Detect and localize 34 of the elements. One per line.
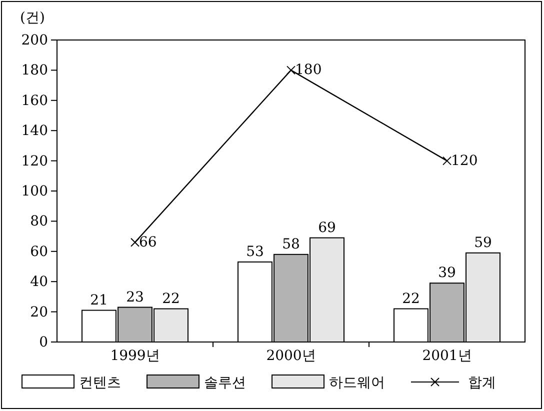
y-axis-title: (건) <box>20 10 45 26</box>
point <box>130 238 140 247</box>
point <box>286 66 296 75</box>
data-label: 120 <box>451 152 478 169</box>
x-tick-label: 1999년 <box>110 348 160 364</box>
data-label: 22 <box>402 290 420 307</box>
y-tick-label: 40 <box>30 274 48 290</box>
data-label: 58 <box>282 236 300 252</box>
data-label: 23 <box>126 289 144 306</box>
legend-label: 솔루션 <box>204 375 246 391</box>
y-tick-label: 180 <box>21 62 48 79</box>
data-label: 22 <box>162 290 180 307</box>
data-label: 69 <box>318 220 336 236</box>
data-label: 66 <box>139 234 157 250</box>
point <box>442 156 452 166</box>
data-label: 39 <box>438 265 456 282</box>
y-tick-label: 0 <box>39 334 48 350</box>
y-tick-label: 80 <box>30 214 48 230</box>
y-tick-label: 20 <box>30 304 48 320</box>
x-tick-label: 2000년 <box>266 348 316 364</box>
y-tick-label: 120 <box>21 153 48 170</box>
data-label: 21 <box>90 292 108 308</box>
x-tick-label: 2001년 <box>422 348 472 364</box>
y-tick-label: 140 <box>21 123 48 140</box>
data-label: 180 <box>295 62 322 78</box>
legend-label: 하드웨어 <box>329 375 385 391</box>
data-label: 59 <box>474 234 492 251</box>
y-tick-label: 160 <box>21 92 48 109</box>
legend-label: 합계 <box>468 375 496 391</box>
data-label: 53 <box>246 244 264 260</box>
y-tick-label: 100 <box>21 183 48 200</box>
y-tick-label: 200 <box>21 32 48 48</box>
y-tick-label: 60 <box>30 244 48 260</box>
legend-label: 컨텐츠 <box>79 375 121 391</box>
